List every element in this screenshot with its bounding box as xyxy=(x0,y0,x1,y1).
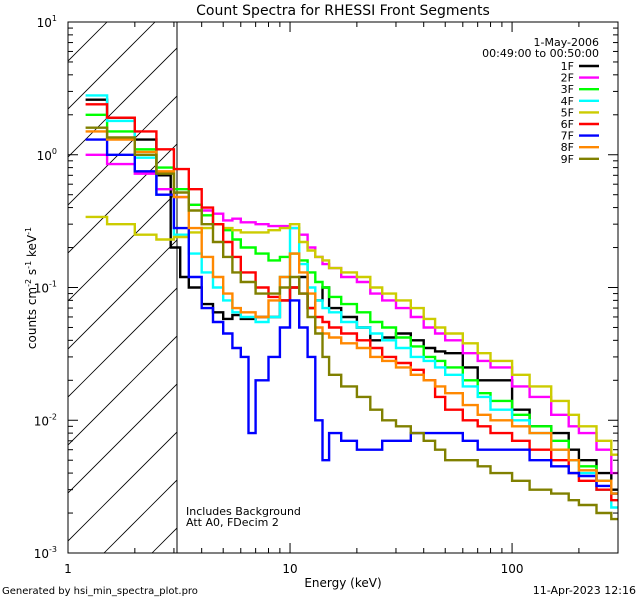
legend-label-3f: 3F xyxy=(561,83,574,96)
legend-label-9f: 9F xyxy=(561,153,574,166)
annotation-attenuator: Att A0, FDecim 2 xyxy=(186,516,279,529)
hatch-line xyxy=(68,239,177,350)
series-line-8f xyxy=(85,130,618,495)
legend-label-1f: 1F xyxy=(561,60,574,73)
y-tick-exponent: -3 xyxy=(49,545,57,554)
y-tick-base: 10 xyxy=(37,149,52,163)
y-tick-base: 10 xyxy=(34,547,49,561)
x-tick-label: 100 xyxy=(501,562,524,576)
hatch-line xyxy=(68,383,177,494)
series-line-7f xyxy=(85,138,618,495)
y-tick-base: 10 xyxy=(37,16,52,30)
y-label-part-2: s xyxy=(25,269,39,279)
x-axis-label: Energy (keV) xyxy=(304,576,381,590)
legend-label-6f: 6F xyxy=(561,118,574,131)
chart-title: Count Spectra for RHESSI Front Segments xyxy=(196,3,490,19)
series-line-4f xyxy=(85,94,618,509)
legend-label-5f: 5F xyxy=(561,106,574,119)
hatched-region xyxy=(68,22,177,553)
timestamp-label: 11-Apr-2023 12:16 xyxy=(533,584,636,597)
y-tick-label: 10-3 xyxy=(34,545,57,561)
legend-label-7f: 7F xyxy=(561,130,574,143)
y-axis-label: counts cm-2 s-1 keV-1 xyxy=(24,227,39,349)
generated-by-label: Generated by hsi_min_spectra_plot.pro xyxy=(2,586,198,597)
series-line-3f xyxy=(85,113,618,495)
legend-label-2f: 2F xyxy=(561,72,574,85)
y-label-exp-2: -1 xyxy=(24,261,33,269)
legend-label-4f: 4F xyxy=(561,95,574,108)
y-tick-label: 10-2 xyxy=(34,412,57,428)
hatch-line xyxy=(68,95,177,206)
y-tick-base: 10 xyxy=(34,282,49,296)
y-tick-label: 10-1 xyxy=(34,280,57,296)
y-label-exp-1: -2 xyxy=(24,279,33,287)
date-label: 1-May-2006 xyxy=(534,36,599,49)
y-tick-base: 10 xyxy=(34,414,49,428)
y-tick-exponent: 0 xyxy=(52,147,57,156)
time-range-label: 00:49:00 to 00:50:00 xyxy=(482,47,599,60)
hatch-line xyxy=(68,22,156,110)
y-label-exp-3: -1 xyxy=(24,227,33,235)
y-label-part-1: counts cm xyxy=(25,287,39,349)
series-line-5f xyxy=(85,215,618,456)
series-line-6f xyxy=(85,103,618,502)
y-tick-exponent: 1 xyxy=(52,14,57,23)
x-tick-label: 1 xyxy=(64,562,72,576)
annotation-background: Includes Background xyxy=(186,505,301,518)
y-label-part-3: keV xyxy=(25,234,39,261)
x-tick-labels: 1 10 100 xyxy=(64,562,523,576)
y-tick-exponent: -1 xyxy=(49,280,57,289)
axis-ticks xyxy=(67,21,619,554)
hatch-line xyxy=(68,191,177,302)
y-tick-label: 100 xyxy=(37,147,57,163)
hatch-line xyxy=(68,431,177,542)
hatch-line xyxy=(68,47,177,158)
series-lines xyxy=(85,94,618,521)
y-tick-exponent: -2 xyxy=(49,412,57,421)
x-tick-label: 10 xyxy=(282,562,297,576)
series-line-9f xyxy=(85,126,618,521)
y-tick-label: 101 xyxy=(37,14,57,30)
legend-label-8f: 8F xyxy=(561,141,574,154)
